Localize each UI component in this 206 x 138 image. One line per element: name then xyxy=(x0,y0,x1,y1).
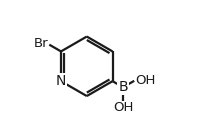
Text: B: B xyxy=(118,80,128,94)
Text: N: N xyxy=(56,74,66,88)
Text: OH: OH xyxy=(135,74,155,87)
Text: Br: Br xyxy=(34,38,49,51)
Text: OH: OH xyxy=(113,101,133,114)
